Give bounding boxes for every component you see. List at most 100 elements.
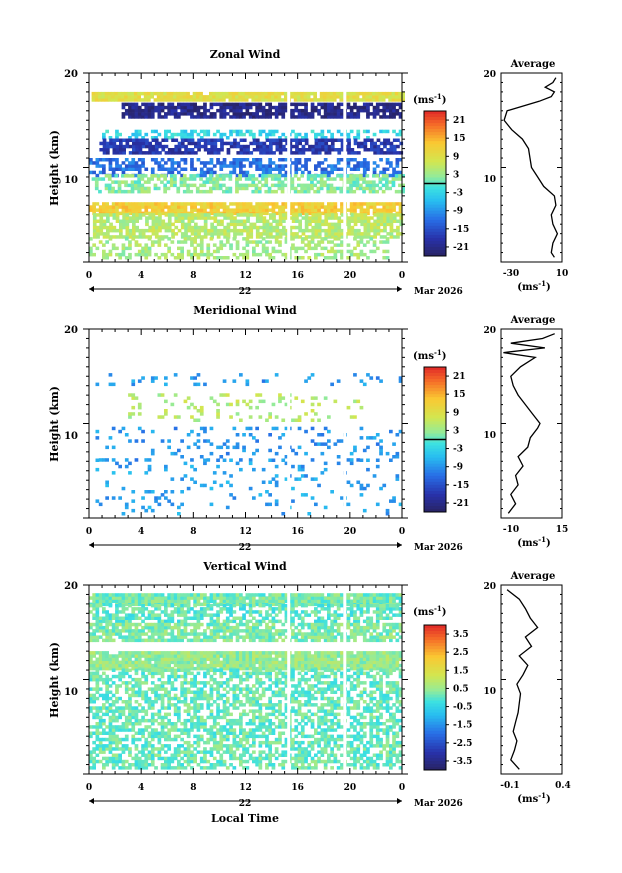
heatmap-cell <box>220 213 224 217</box>
heatmap-cell <box>105 596 109 600</box>
colorbar-swatch <box>424 412 446 416</box>
heatmap-cell <box>246 151 250 155</box>
heatmap-cell <box>143 189 148 194</box>
heatmap-cell <box>389 108 393 113</box>
heatmap-cell <box>317 219 322 223</box>
heatmap-cell <box>245 382 250 387</box>
heatmap-cell <box>310 426 315 431</box>
colorbar-tick-label: -9 <box>453 463 463 473</box>
heatmap-cell <box>275 141 280 146</box>
heatmap-cell <box>183 596 188 600</box>
heatmap-cell <box>108 237 113 241</box>
heatmap-cell <box>278 599 282 603</box>
heatmap-cell <box>324 144 329 149</box>
heatmap-cell <box>300 632 305 636</box>
heatmap-cell <box>346 136 351 140</box>
heatmap-cell <box>349 177 353 181</box>
heatmap-cell <box>330 593 334 597</box>
heatmap-cell <box>147 112 152 116</box>
heatmap-cell <box>310 373 315 377</box>
heatmap-cell <box>170 610 175 614</box>
heatmap-cell <box>334 228 338 233</box>
heatmap-cell <box>193 249 197 254</box>
heatmap-cell <box>285 148 289 152</box>
heatmap-cell <box>317 202 321 206</box>
heatmap-cell <box>213 225 218 230</box>
heatmap-cell <box>386 216 391 220</box>
heatmap-cell <box>189 98 194 102</box>
heatmap-cell <box>290 183 295 188</box>
heatmap-cell <box>258 105 263 110</box>
heatmap-cell <box>102 619 106 624</box>
meridional-avg-ytick-20: 20 <box>483 326 496 336</box>
heatmap-cell <box>278 243 282 247</box>
heatmap-cell <box>203 108 207 113</box>
heatmap-cell <box>89 638 93 643</box>
heatmap-cell <box>382 167 387 171</box>
heatmap-cell <box>336 599 341 603</box>
heatmap-cell <box>298 235 302 239</box>
heatmap-cell <box>115 596 119 600</box>
heatmap-cell <box>278 399 282 404</box>
heatmap-cell <box>233 235 237 239</box>
heatmap-cell <box>225 237 230 241</box>
heatmap-cell <box>333 610 338 614</box>
heatmap-cell <box>265 629 269 633</box>
heatmap-cell <box>212 599 217 603</box>
heatmap-cell <box>370 222 374 227</box>
heatmap-cell <box>232 108 237 113</box>
heatmap-cell <box>373 235 377 239</box>
heatmap-cell <box>124 505 129 510</box>
heatmap-cell <box>353 105 357 110</box>
colorbar-swatch <box>424 406 446 410</box>
heatmap-cell <box>336 174 340 178</box>
heatmap-cell <box>131 508 136 513</box>
heatmap-cell <box>170 105 175 110</box>
heatmap-cell <box>359 177 363 181</box>
heatmap-cell <box>330 108 334 113</box>
heatmap-cell <box>242 613 246 617</box>
heatmap-cell <box>262 141 267 146</box>
heatmap-cell <box>141 138 146 142</box>
heatmap-cell <box>199 208 204 212</box>
heatmap-cell <box>145 216 149 220</box>
heatmap-cell <box>207 216 211 220</box>
heatmap-cell <box>320 246 325 251</box>
heatmap-cell <box>190 205 194 209</box>
heatmap-cell <box>265 502 269 507</box>
heatmap-cell <box>173 635 178 639</box>
heatmap-cell <box>111 426 116 431</box>
heatmap-cell <box>111 625 116 630</box>
heatmap-cell <box>265 112 269 116</box>
heatmap-cell <box>92 252 96 257</box>
heatmap-cell <box>242 151 247 155</box>
heatmap-cell <box>134 243 139 247</box>
heatmap-cell <box>147 205 152 209</box>
heatmap-cell <box>392 599 396 603</box>
heatmap-cell <box>320 593 325 597</box>
heatmap-cell <box>170 402 175 407</box>
heatmap-cell <box>262 222 267 227</box>
heatmap-cell <box>121 115 126 119</box>
heatmap-cell <box>330 632 334 636</box>
heatmap-cell <box>167 102 171 107</box>
heatmap-cell <box>228 98 233 102</box>
heatmap-cell <box>222 599 227 603</box>
heatmap-cell <box>235 161 240 165</box>
heatmap-cell <box>177 638 181 643</box>
heatmap-cell <box>385 629 390 633</box>
heatmap-cell <box>107 98 112 102</box>
heatmap-cell <box>300 164 305 168</box>
heatmap-cell <box>199 632 204 636</box>
heatmap-cell <box>199 189 203 194</box>
heatmap-cell <box>106 144 110 149</box>
heatmap-cell <box>386 151 391 155</box>
heatmap-cell <box>147 602 152 607</box>
heatmap-cell <box>294 599 299 603</box>
heatmap-cell <box>291 144 296 149</box>
heatmap-cell <box>385 249 390 254</box>
heatmap-cell <box>173 174 177 178</box>
heatmap-cell <box>369 593 374 597</box>
heatmap-cell <box>267 189 272 194</box>
heatmap-cell <box>314 610 318 614</box>
